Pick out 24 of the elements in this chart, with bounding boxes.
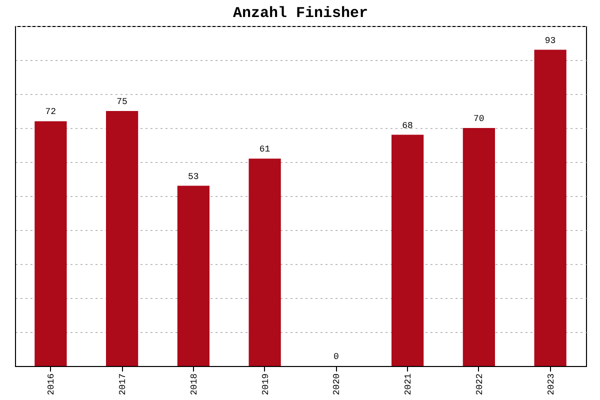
- bar: [462, 128, 495, 366]
- data-label: 68: [402, 120, 413, 131]
- x-tick-label: 2018: [189, 374, 200, 396]
- x-tick-label: 2021: [404, 374, 414, 396]
- bar: [392, 134, 424, 366]
- data-label: 70: [474, 114, 484, 124]
- data-label: 93: [544, 36, 556, 46]
- data-label: 72: [45, 107, 56, 118]
- chart-title: Anzahl Finisher: [232, 5, 368, 22]
- x-tick-label: 2016: [46, 374, 57, 396]
- bar: [534, 50, 566, 366]
- bar: [34, 121, 67, 366]
- x-tick-label: 2020: [332, 374, 342, 396]
- bar: [106, 111, 138, 366]
- data-label: 53: [188, 172, 199, 182]
- x-tick-label: 2019: [260, 374, 271, 396]
- data-label: 75: [116, 97, 128, 107]
- x-tick-label: 2023: [546, 374, 556, 396]
- bar: [248, 158, 281, 366]
- x-tick-label: 2017: [118, 374, 128, 396]
- bar: [177, 186, 210, 366]
- data-label: 61: [259, 144, 270, 155]
- x-tick-label: 2022: [474, 374, 485, 396]
- data-label: 0: [333, 352, 339, 362]
